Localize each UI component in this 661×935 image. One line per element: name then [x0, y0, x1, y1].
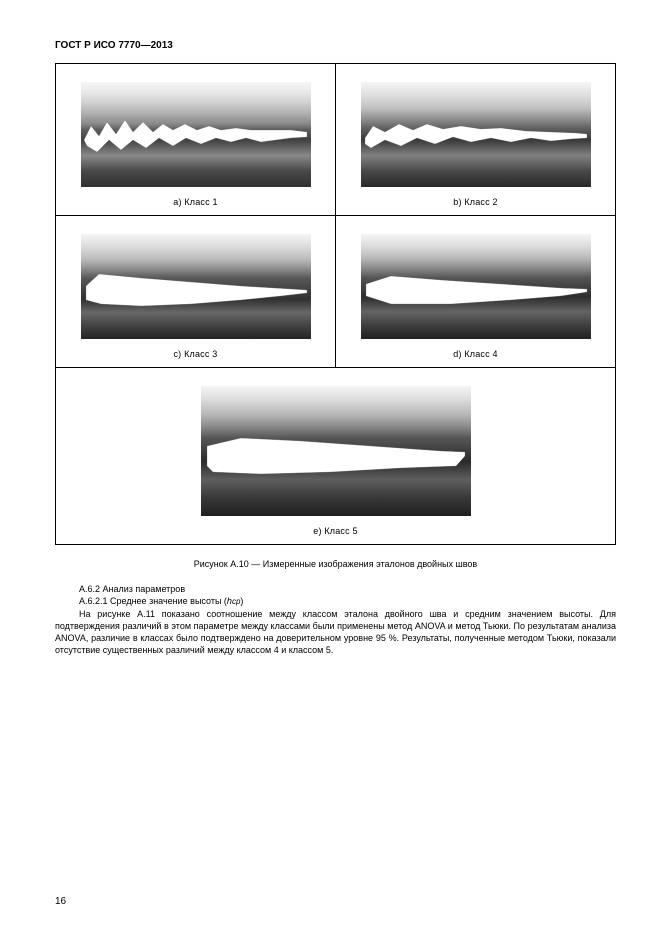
paragraph-text: На рисунке А.11 показано соотношение меж…: [55, 608, 616, 657]
figure-caption: Рисунок А.10 — Измеренные изображения эт…: [55, 559, 616, 569]
sample-image-class4: [361, 234, 591, 339]
figure-cell-e: e) Класс 5: [56, 368, 615, 544]
sample-image-class1: [81, 82, 311, 187]
figure-grid: a) Класс 1: [55, 63, 616, 545]
cell-label-d: d) Класс 4: [453, 349, 498, 359]
figure-cell-c: c) Класс 3: [56, 216, 336, 368]
section-heading: А.6.2 Анализ параметров: [55, 583, 616, 595]
sample-image-class5: [201, 386, 471, 516]
cell-label-e: e) Класс 5: [313, 526, 358, 536]
seam-svg-2: [361, 82, 591, 187]
cell-label-b: b) Класс 2: [453, 197, 498, 207]
seam-svg-1: [81, 82, 311, 187]
document-header: ГОСТ Р ИСО 7770—2013: [55, 40, 616, 51]
cell-label-a: a) Класс 1: [173, 197, 218, 207]
seam-svg-3: [81, 234, 311, 339]
figure-cell-b: b) Класс 2: [336, 64, 615, 216]
figure-cell-d: d) Класс 4: [336, 216, 615, 368]
seam-svg-5: [201, 386, 471, 516]
figure-cell-a: a) Класс 1: [56, 64, 336, 216]
subsection-heading: А.6.2.1 Среднее значение высоты (hcp): [55, 595, 616, 608]
sample-image-class3: [81, 234, 311, 339]
body-text: А.6.2 Анализ параметров А.6.2.1 Среднее …: [55, 583, 616, 657]
cell-label-c: c) Класс 3: [173, 349, 217, 359]
sample-image-class2: [361, 82, 591, 187]
page-number: 16: [55, 896, 66, 907]
seam-svg-4: [361, 234, 591, 339]
